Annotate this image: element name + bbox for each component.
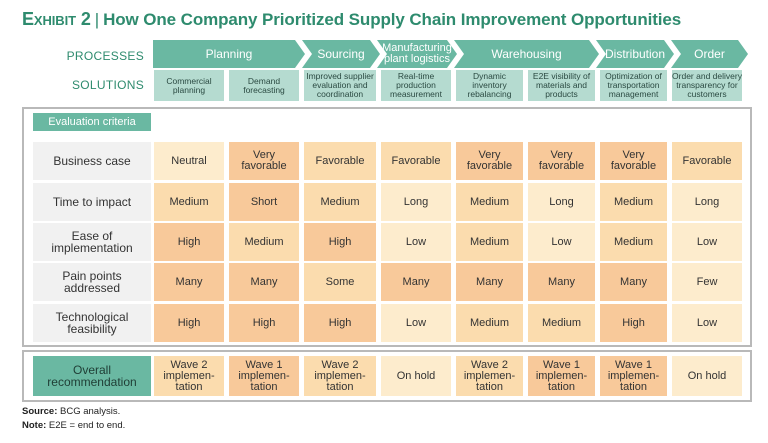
rating-cell: Low bbox=[528, 223, 595, 261]
rating-cell: Medium bbox=[600, 223, 667, 261]
source-line: Source: BCG analysis. bbox=[22, 406, 120, 417]
process-sourcing: Sourcing bbox=[302, 40, 380, 68]
recommendation-cell: Wave 1 implemen-tation bbox=[600, 356, 667, 396]
solution-cell: Commercial planning bbox=[154, 70, 224, 101]
source-text: BCG analysis. bbox=[60, 406, 121, 417]
recommendation-cell: Wave 2 implemen-tation bbox=[304, 356, 376, 396]
overall-frame bbox=[22, 350, 752, 402]
solution-cell: Dynamic inventory rebalancing bbox=[456, 70, 523, 101]
rating-cell: Medium bbox=[456, 183, 523, 221]
recommendation-cell: On hold bbox=[381, 356, 451, 396]
rating-cell: Few bbox=[672, 263, 742, 301]
recommendation-cell: Wave 2 implemen-tation bbox=[154, 356, 224, 396]
rating-cell: Low bbox=[381, 304, 451, 342]
rating-cell: Low bbox=[672, 223, 742, 261]
rating-cell: Many bbox=[456, 263, 523, 301]
rating-cell: Many bbox=[528, 263, 595, 301]
recommendation-cell: Wave 1 implemen-tation bbox=[528, 356, 595, 396]
rating-cell: Very favorable bbox=[456, 142, 523, 180]
rating-cell: Favorable bbox=[381, 142, 451, 180]
note-line: Note: E2E = end to end. bbox=[22, 420, 125, 431]
note-text: E2E = end to end. bbox=[48, 420, 126, 431]
criterion-label: Pain points addressed bbox=[33, 263, 151, 301]
rating-cell: Medium bbox=[229, 223, 299, 261]
rating-cell: Many bbox=[381, 263, 451, 301]
criterion-label: Technological feasibility bbox=[33, 304, 151, 342]
rating-cell: Some bbox=[304, 263, 376, 301]
source-label: Source: bbox=[22, 406, 58, 417]
rating-cell: High bbox=[229, 304, 299, 342]
rating-cell: Many bbox=[229, 263, 299, 301]
title-separator: | bbox=[94, 10, 100, 29]
solution-cell: Optimization of transportation managemen… bbox=[600, 70, 667, 101]
rating-cell: Medium bbox=[154, 183, 224, 221]
solutions-label: SOLUTIONS bbox=[71, 78, 144, 92]
title-text: How One Company Prioritized Supply Chain… bbox=[103, 10, 682, 29]
rating-cell: Short bbox=[229, 183, 299, 221]
overall-recommendation-label: Overall recommendation bbox=[33, 356, 151, 396]
rating-cell: Medium bbox=[456, 223, 523, 261]
rating-cell: Very favorable bbox=[229, 142, 299, 180]
rating-cell: Medium bbox=[528, 304, 595, 342]
process-order: Order bbox=[671, 40, 748, 68]
rating-cell: Long bbox=[672, 183, 742, 221]
rating-cell: Medium bbox=[304, 183, 376, 221]
solution-cell: E2E visibility of materials and products bbox=[528, 70, 595, 101]
rating-cell: Very favorable bbox=[600, 142, 667, 180]
rating-cell: Favorable bbox=[672, 142, 742, 180]
rating-cell: Many bbox=[600, 263, 667, 301]
solution-cell: Real-time production measurement bbox=[381, 70, 451, 101]
rating-cell: Long bbox=[381, 183, 451, 221]
recommendation-cell: Wave 2 implemen-tation bbox=[456, 356, 523, 396]
processes-label: PROCESSES bbox=[66, 49, 144, 63]
process-distribution: Distribution bbox=[596, 40, 674, 68]
rating-cell: High bbox=[154, 304, 224, 342]
rating-cell: Long bbox=[528, 183, 595, 221]
criterion-label: Time to impact bbox=[33, 183, 151, 221]
rating-cell: High bbox=[304, 223, 376, 261]
solution-cell: Demand forecasting bbox=[229, 70, 299, 101]
process-warehousing: Warehousing bbox=[454, 40, 599, 68]
rating-cell: Favorable bbox=[304, 142, 376, 180]
rating-cell: Many bbox=[154, 263, 224, 301]
rating-cell: Neutral bbox=[154, 142, 224, 180]
rating-cell: High bbox=[154, 223, 224, 261]
exhibit-title: Exhibit 2 | How One Company Prioritized Su… bbox=[22, 9, 681, 30]
process-planning: Planning bbox=[153, 40, 305, 68]
criterion-label: Business case bbox=[33, 142, 151, 180]
criterion-label: Ease of implementation bbox=[33, 223, 151, 261]
rating-cell: Low bbox=[381, 223, 451, 261]
process-manufacturing: Manufacturing plant logistics bbox=[377, 40, 457, 68]
rating-cell: Medium bbox=[600, 183, 667, 221]
note-label: Note: bbox=[22, 420, 47, 431]
rating-cell: Very favorable bbox=[528, 142, 595, 180]
solution-cell: Order and delivery transparency for cust… bbox=[672, 70, 742, 101]
recommendation-cell: On hold bbox=[672, 356, 742, 396]
rating-cell: Low bbox=[672, 304, 742, 342]
rating-cell: High bbox=[600, 304, 667, 342]
solution-cell: Improved supplier evaluation and coordin… bbox=[304, 70, 376, 101]
exhibit-number: Exhibit 2 bbox=[22, 9, 91, 29]
recommendation-cell: Wave 1 implemen-tation bbox=[229, 356, 299, 396]
evaluation-criteria-tag: Evaluation criteria bbox=[33, 113, 151, 131]
rating-cell: Medium bbox=[456, 304, 523, 342]
rating-cell: High bbox=[304, 304, 376, 342]
